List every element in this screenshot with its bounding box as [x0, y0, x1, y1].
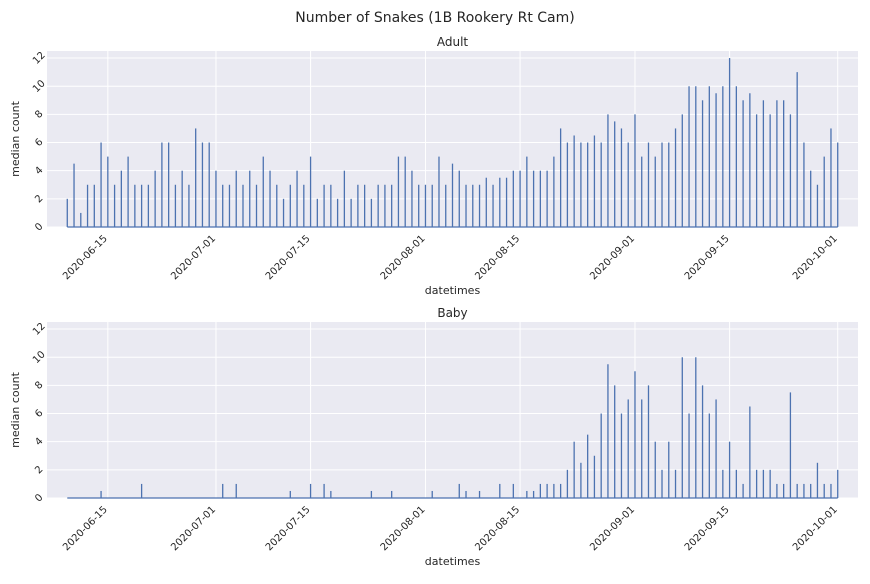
figure-title: Number of Snakes (1B Rookery Rt Cam)	[295, 10, 574, 26]
x-tick-label: 2020-08-01	[379, 233, 428, 282]
y-tick-label: 2	[33, 193, 45, 205]
x-tick-label: 2020-09-15	[683, 233, 732, 282]
y-tick-label: 2	[33, 464, 45, 476]
y-tick-label: 10	[31, 349, 48, 366]
y-tick-label: 6	[33, 137, 45, 149]
y-tick-label: 10	[31, 78, 48, 95]
x-tick-label: 2020-09-01	[588, 233, 637, 282]
plot-background	[47, 322, 858, 498]
x-tick-label: 2020-10-01	[791, 233, 840, 282]
y-axis-label: median count	[9, 100, 22, 176]
x-axis-label: datetimes	[425, 284, 481, 297]
panel-title: Adult	[437, 35, 469, 49]
y-tick-label: 4	[33, 436, 45, 448]
y-tick-label: 0	[33, 492, 45, 504]
y-tick-label: 12	[31, 50, 48, 67]
chart-panel-baby: 0 2 4 6 8 10 12 2020-06-15 2020-07-01 2020-07-15 2…	[9, 306, 858, 568]
y-tick-label: 6	[33, 408, 45, 420]
x-axis-label: datetimes	[425, 555, 481, 568]
x-tick-label: 2020-08-15	[473, 233, 522, 282]
x-tick-label: 2020-06-15	[61, 233, 110, 282]
x-tick-label: 2020-06-15	[61, 504, 110, 553]
x-tick-label: 2020-08-01	[379, 504, 428, 553]
x-tick-label: 2020-08-15	[473, 504, 522, 553]
x-tick-label: 2020-07-01	[169, 233, 218, 282]
y-tick-label: 12	[31, 321, 48, 338]
x-tick-label: 2020-10-01	[791, 504, 840, 553]
x-tick-label: 2020-09-01	[588, 504, 637, 553]
y-tick-label: 4	[33, 165, 45, 177]
y-tick-label: 8	[33, 380, 45, 392]
chart-panel-adult: 0 2 4 6 8 10 12 2020-06-15 2020-07-01 2020-07-15 2…	[9, 35, 858, 297]
y-axis-label: median count	[9, 371, 22, 447]
x-tick-label: 2020-09-15	[683, 504, 732, 553]
y-tick-label: 0	[33, 221, 45, 233]
x-tick-label: 2020-07-01	[169, 504, 218, 553]
panel-title: Baby	[437, 306, 467, 320]
x-tick-label: 2020-07-15	[264, 233, 313, 282]
x-tick-label: 2020-07-15	[264, 504, 313, 553]
y-tick-label: 8	[33, 109, 45, 121]
